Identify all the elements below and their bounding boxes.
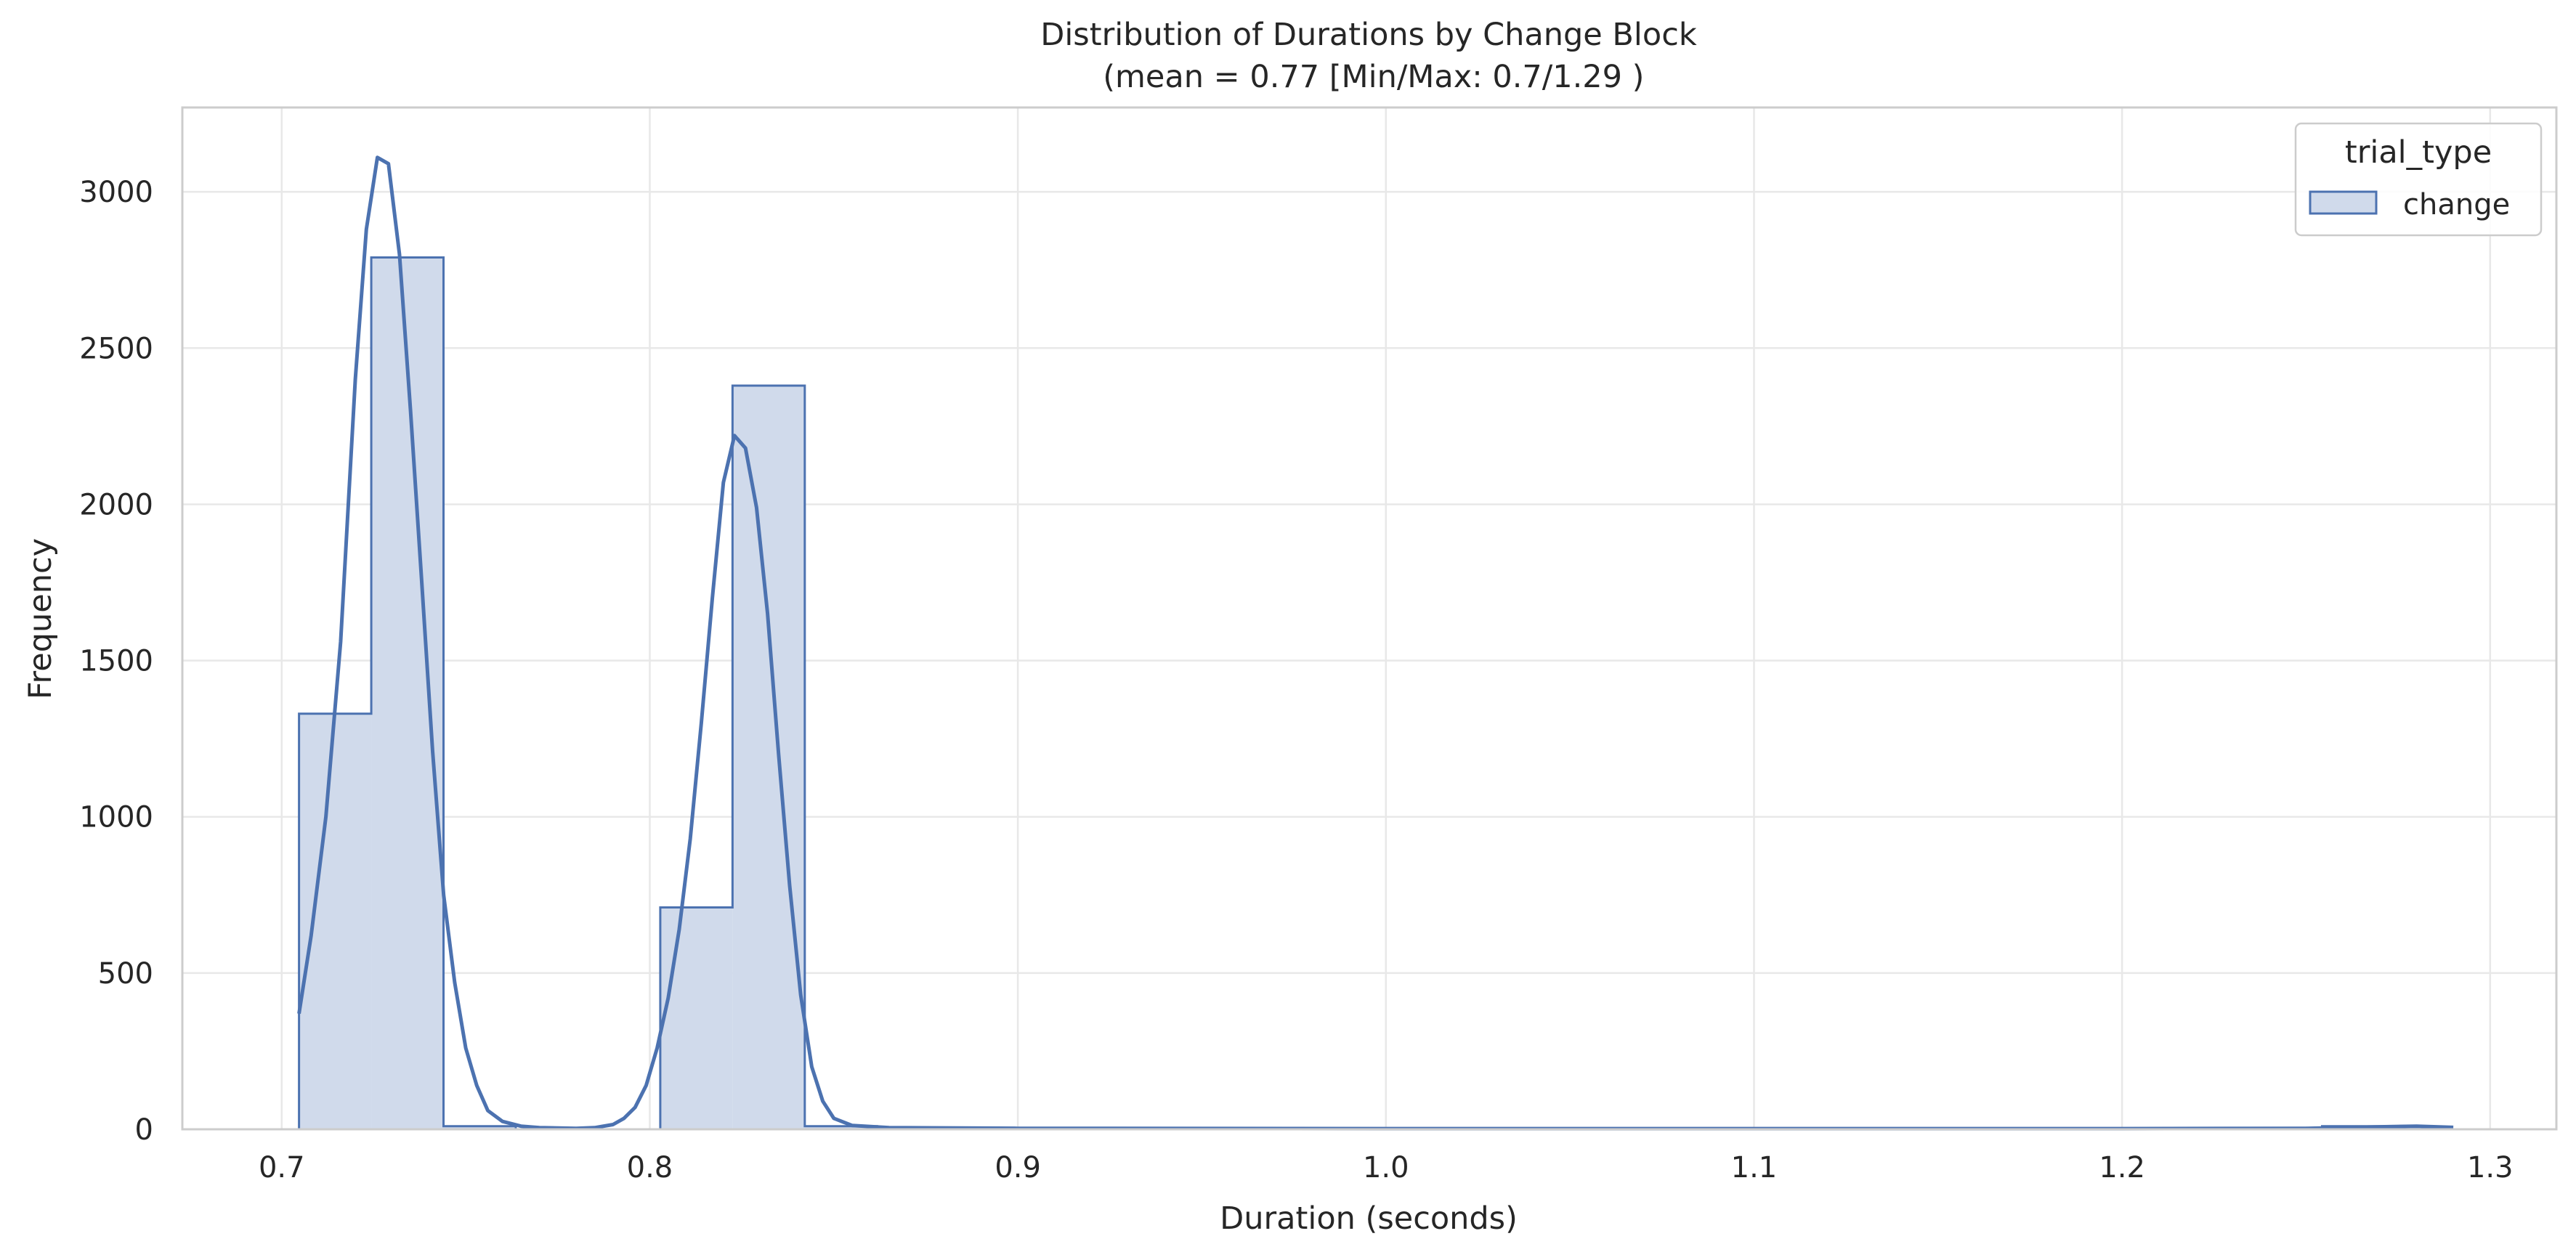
y-tick-label: 2500: [79, 332, 153, 365]
plot-area: [182, 107, 2556, 1129]
chart-title-line2: (mean = 0.77 [Min/Max: 0.7/1.29 ): [1093, 59, 1645, 95]
chart-title-line1: Distribution of Durations by Change Bloc…: [1040, 17, 1697, 53]
plot-frame: [181, 106, 2558, 1131]
kde-line: [297, 155, 2454, 1131]
histogram-bar: [732, 385, 805, 1129]
legend: trial_type change: [2294, 122, 2543, 237]
y-axis-label: Frequency: [23, 538, 59, 699]
x-tick-label: 0.8: [627, 1151, 673, 1184]
y-tick-label: 1000: [79, 801, 153, 834]
x-tick-label: 1.3: [2467, 1151, 2514, 1184]
histogram-bar: [804, 1126, 878, 1129]
x-axis-ticks: 0.7 0.8 0.9 1.0 1.1 1.2 1.3: [259, 1151, 2514, 1184]
x-tick-label: 1.0: [1363, 1151, 1409, 1184]
legend-swatch-change: [2309, 190, 2378, 215]
legend-title: trial_type: [2345, 134, 2492, 171]
histogram-bar: [443, 1126, 516, 1129]
histogram-bar: [660, 907, 733, 1129]
histogram-bar: [299, 713, 372, 1129]
kde-curve: [297, 155, 2454, 1131]
x-tick-label: 0.9: [995, 1151, 1041, 1184]
histogram-bar: [371, 257, 444, 1129]
x-tick-label: 1.2: [2099, 1151, 2145, 1184]
x-axis-label: Duration (seconds): [1220, 1200, 1518, 1237]
x-tick-label: 0.7: [259, 1151, 305, 1184]
y-tick-label: 1500: [79, 645, 153, 678]
y-axis-ticks: 0 500 1000 1500 2000 2500 3000: [79, 176, 153, 1147]
x-tick-label: 1.1: [1731, 1151, 1778, 1184]
y-tick-label: 3000: [79, 176, 153, 209]
y-tick-label: 0: [135, 1113, 153, 1147]
legend-entry-change: change: [2403, 188, 2510, 221]
y-tick-label: 500: [98, 957, 153, 991]
y-tick-label: 2000: [79, 488, 153, 521]
